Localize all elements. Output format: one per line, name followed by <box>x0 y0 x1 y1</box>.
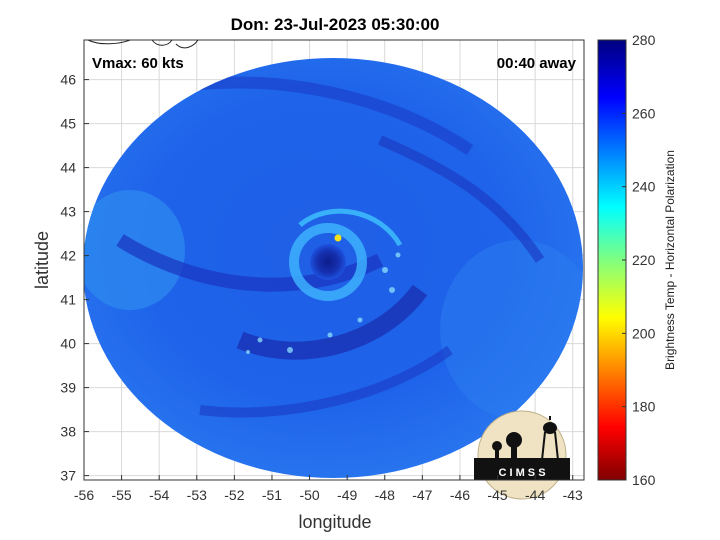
eyewall <box>289 223 367 301</box>
x-tick-label: -56 <box>74 487 94 503</box>
x-tick-label: -52 <box>224 487 244 503</box>
axes-frame <box>83 39 585 481</box>
coastline <box>87 39 199 49</box>
y-tick-label: 46 <box>60 72 76 88</box>
y-tick-label: 44 <box>60 160 76 176</box>
satellite-swath <box>84 58 583 478</box>
colorbar-tick-label: 220 <box>632 252 656 268</box>
y-axis: 37 38 39 40 41 42 43 44 45 46 <box>60 72 89 484</box>
y-tick-label: 42 <box>60 248 76 264</box>
x-tick-label: -50 <box>299 487 319 503</box>
x-tick-label: -45 <box>487 487 507 503</box>
x-tick-label: -44 <box>525 487 545 503</box>
warm-spot <box>334 234 342 242</box>
time-away-label: 00:40 away <box>497 55 577 72</box>
x-tick-label: -46 <box>450 487 470 503</box>
x-tick-label: -48 <box>375 487 395 503</box>
x-tick-label: -49 <box>337 487 357 503</box>
colorbar-ticks: 160 180 200 220 240 260 280 <box>622 32 656 488</box>
x-axis: -56 -55 -54 -53 -52 -51 -50 -49 -48 -47 -46 -45 -44 -… <box>74 475 583 503</box>
chart-title: Don: 23-Jul-2023 05:30:00 <box>231 15 440 34</box>
x-tick-label: -55 <box>111 487 131 503</box>
colorbar-tick-label: 260 <box>632 105 656 121</box>
colorbar-tick-label: 160 <box>632 472 656 488</box>
storm-eye <box>310 244 346 280</box>
y-tick-label: 43 <box>60 204 76 220</box>
colorbar-tick-label: 180 <box>632 399 656 415</box>
x-axis-label: longitude <box>298 512 371 532</box>
vmax-label: Vmax: 60 kts <box>92 55 184 72</box>
cimss-logo: C I M S S <box>474 410 570 500</box>
x-tick-label: -53 <box>187 487 207 503</box>
colorbar-tick-label: 200 <box>632 325 656 341</box>
x-tick-label: -54 <box>149 487 169 503</box>
y-tick-label: 38 <box>60 424 76 440</box>
y-axis-label: latitude <box>32 231 52 289</box>
x-tick-label: -51 <box>262 487 282 503</box>
colorbar-tick-label: 280 <box>632 32 656 48</box>
logo-text: C I M S S <box>498 467 545 479</box>
y-tick-label: 39 <box>60 380 76 396</box>
y-tick-label: 45 <box>60 116 76 132</box>
y-tick-label: 40 <box>60 336 76 352</box>
colorbar-label: Brightness Temp - Horizontal Polarizatio… <box>663 150 677 370</box>
y-tick-label: 41 <box>60 292 76 308</box>
x-tick-label: -43 <box>563 487 583 503</box>
y-tick-label: 37 <box>60 468 76 484</box>
x-tick-label: -47 <box>412 487 432 503</box>
colorbar <box>597 39 627 481</box>
colorbar-tick-label: 240 <box>632 179 656 195</box>
